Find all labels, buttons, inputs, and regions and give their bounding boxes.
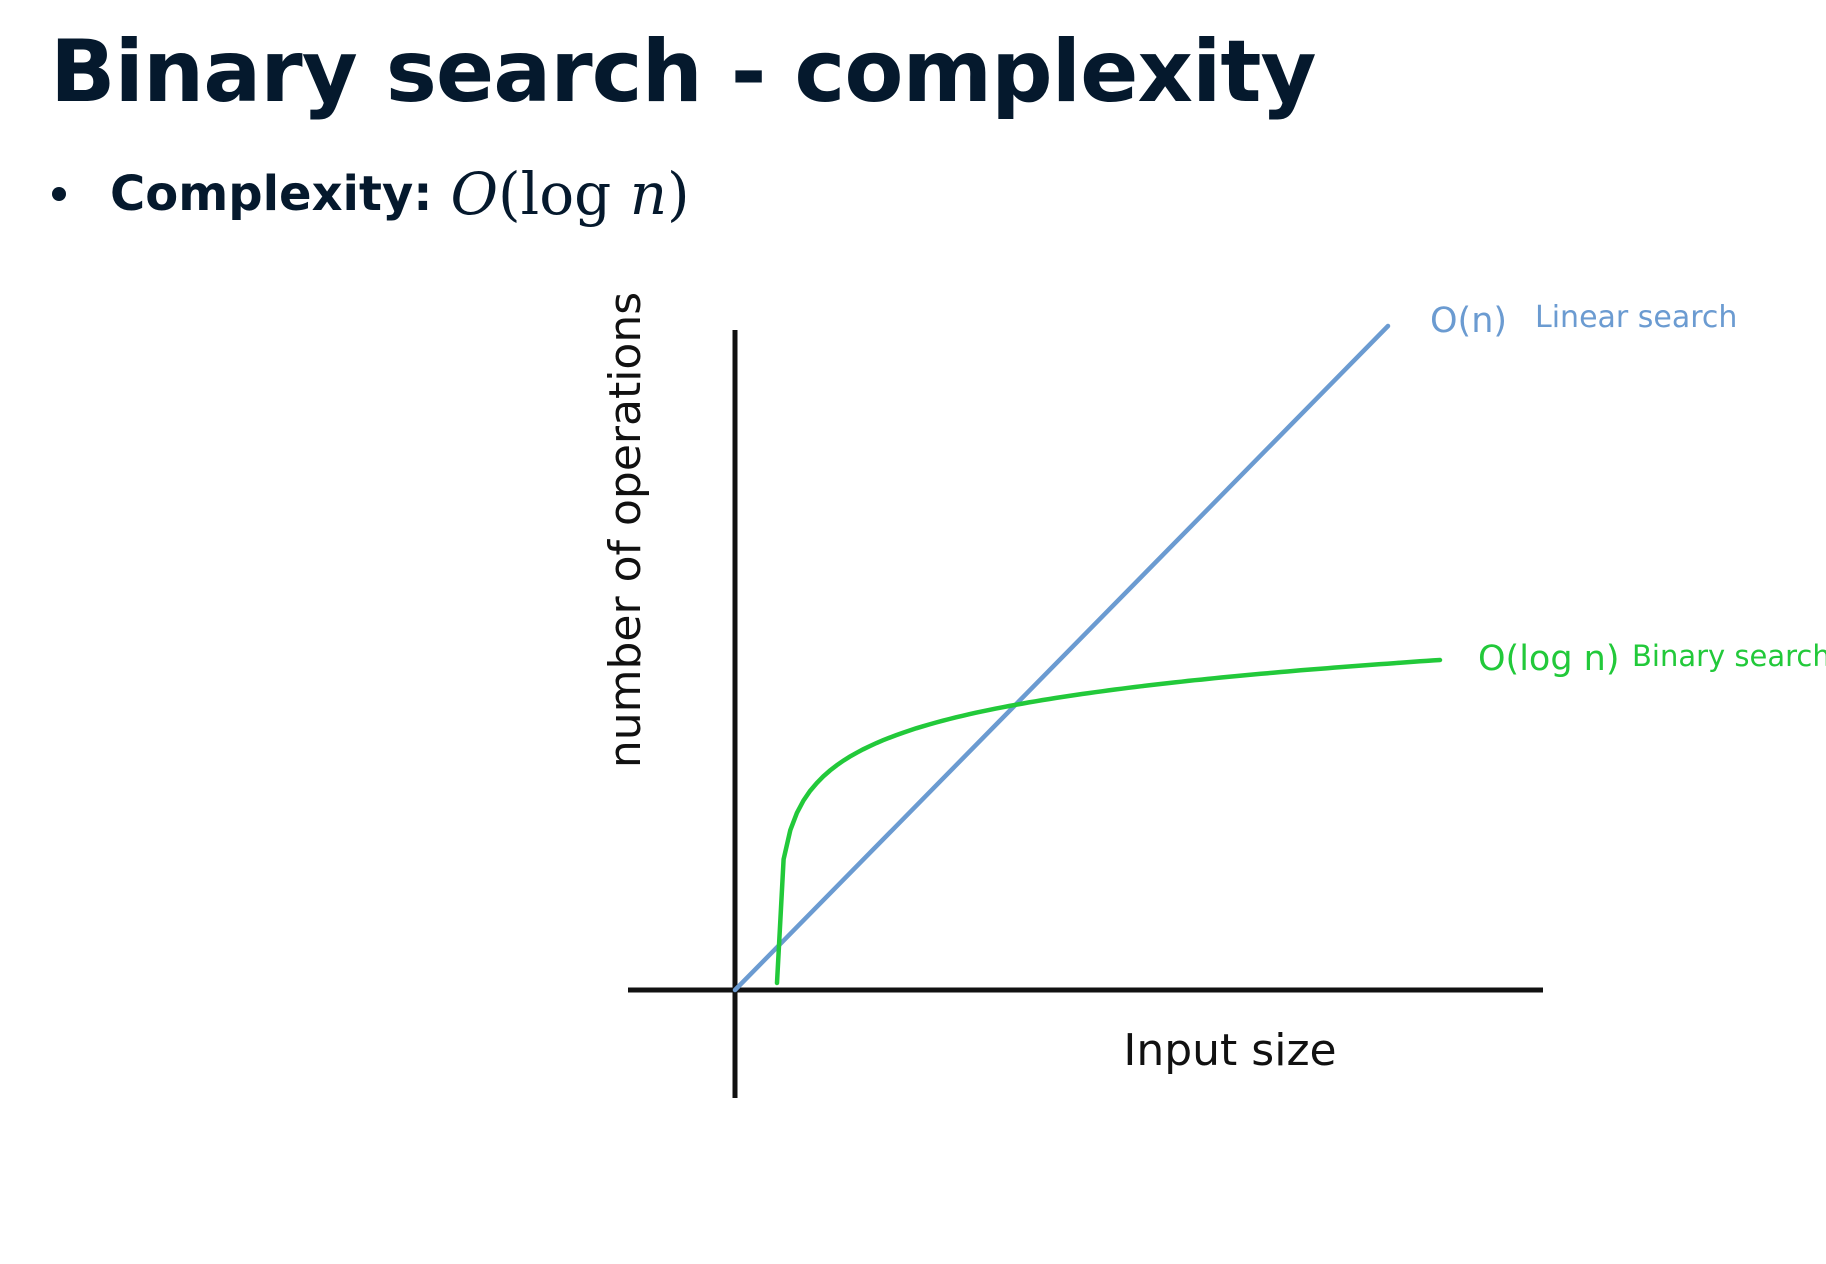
series-annotation-linear: Linear search	[1535, 300, 1737, 335]
formula-open-paren: (	[498, 160, 521, 228]
series-label-log: O(log n)	[1478, 639, 1620, 679]
x-axis-title: Input size	[1123, 1025, 1336, 1076]
formula-close-paren: )	[667, 160, 690, 228]
series-annotation-log: Binary search	[1632, 639, 1826, 673]
series-label-linear: O(n)	[1430, 301, 1507, 341]
complexity-formula: O(log n)	[450, 160, 689, 228]
complexity-bullet: Complexity: O(log n)	[52, 160, 690, 228]
series-line-log	[774, 657, 1443, 986]
slide-title: Binary search - complexity	[50, 22, 1317, 122]
formula-big-o: O	[450, 160, 498, 228]
bullet-dot-icon	[52, 187, 66, 201]
formula-n: n	[629, 160, 668, 228]
complexity-label: Complexity:	[110, 166, 433, 222]
formula-log: log	[520, 160, 612, 228]
y-axis-title: number of operations	[600, 292, 651, 768]
series-line-linear	[732, 323, 1391, 993]
